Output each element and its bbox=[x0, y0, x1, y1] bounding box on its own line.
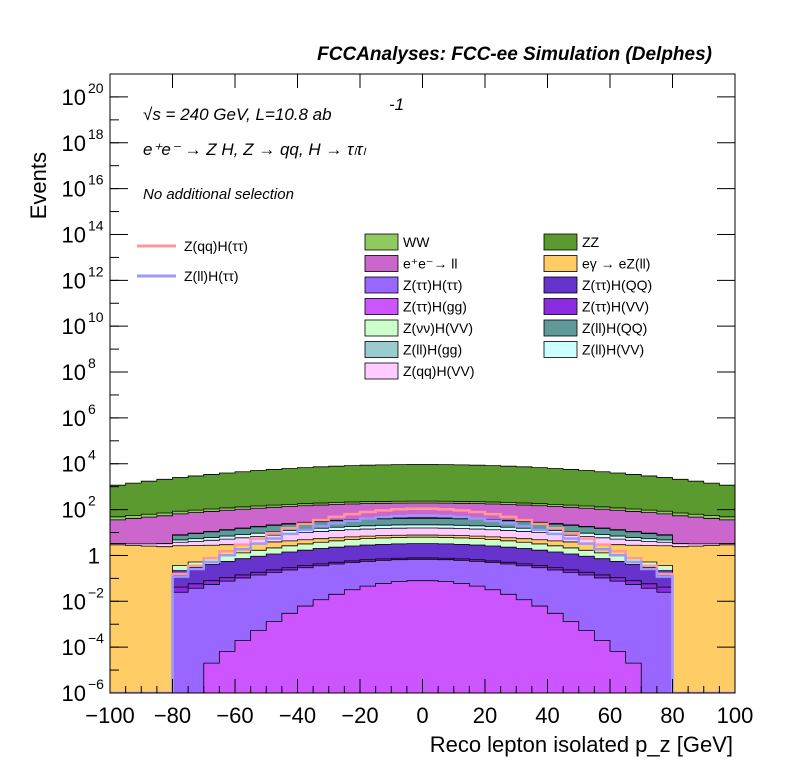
legend-label: Z(νν)H(VV) bbox=[403, 320, 473, 336]
legend-swatch bbox=[364, 319, 399, 337]
legend-swatch bbox=[364, 341, 399, 358]
y-tick-exponent: 20 bbox=[88, 80, 104, 96]
x-tick-label: 0 bbox=[416, 703, 428, 728]
legend-label: Z(ττ)H(gg) bbox=[403, 299, 467, 315]
legend-swatch bbox=[543, 341, 578, 358]
legend-line-label: Z(ll)H(ττ) bbox=[184, 268, 239, 284]
y-tick-exponent: 6 bbox=[88, 401, 96, 417]
legend-label: Z(ττ)H(QQ) bbox=[582, 277, 652, 293]
annotation-process: e⁺e⁻ → Z H, Z → qq, H → τₗτₗ bbox=[143, 140, 367, 159]
y-tick-label: 10 bbox=[62, 681, 86, 706]
x-tick-label: 40 bbox=[535, 703, 559, 728]
legend-label: Z(ll)H(gg) bbox=[403, 342, 462, 358]
legend-swatch bbox=[543, 319, 578, 337]
legend-swatch bbox=[364, 276, 399, 294]
chart-title: FCCAnalyses: FCC-ee Simulation (Delphes) bbox=[317, 44, 712, 65]
y-tick-exponent: −4 bbox=[88, 630, 104, 646]
legend-label: ZZ bbox=[582, 234, 600, 250]
plot-area bbox=[110, 464, 735, 693]
legend-swatch bbox=[364, 362, 399, 380]
annotation-selection: No additional selection bbox=[143, 186, 294, 203]
annotation-energy-text: √s = 240 GeV, L=10.8 ab bbox=[143, 105, 332, 124]
x-axis-label: Reco lepton isolated p_z [GeV] bbox=[430, 732, 733, 757]
y-tick-label: 10 bbox=[62, 360, 86, 385]
x-tick-label: −40 bbox=[279, 703, 316, 728]
y-tick-label: 10 bbox=[62, 452, 86, 477]
y-tick-exponent: 8 bbox=[88, 355, 96, 371]
legend-label: e⁺e⁻→ ll bbox=[403, 256, 457, 272]
legend-label: Z(ττ)H(ττ) bbox=[403, 277, 462, 293]
y-tick-label: 1 bbox=[88, 543, 100, 568]
annotation-energy-exp: -1 bbox=[389, 95, 404, 114]
x-tick-label: 60 bbox=[598, 703, 622, 728]
legend-label: WW bbox=[403, 234, 430, 250]
y-tick-exponent: 10 bbox=[88, 309, 104, 325]
y-tick-label: 10 bbox=[62, 589, 86, 614]
x-tick-label: −20 bbox=[341, 703, 378, 728]
y-tick-exponent: 4 bbox=[88, 447, 96, 463]
legend-swatch bbox=[543, 233, 578, 251]
y-tick-exponent: 2 bbox=[88, 493, 96, 509]
y-tick-label: 10 bbox=[62, 635, 86, 660]
legend-label: Z(ll)H(QQ) bbox=[582, 320, 647, 336]
legend-label: eγ → eZ(ll) bbox=[582, 256, 650, 272]
y-tick-exponent: 14 bbox=[88, 217, 104, 233]
y-tick-label: 10 bbox=[62, 406, 86, 431]
x-tick-label: −100 bbox=[85, 703, 135, 728]
x-tick-label: 100 bbox=[717, 703, 754, 728]
y-tick-exponent: 16 bbox=[88, 172, 104, 188]
y-axis-label: Events bbox=[26, 152, 51, 219]
legend-label: Z(ττ)H(VV) bbox=[582, 299, 649, 315]
y-tick-exponent: −6 bbox=[88, 676, 104, 692]
x-tick-label: −80 bbox=[154, 703, 191, 728]
line-series-1 bbox=[110, 514, 735, 693]
y-tick-exponent: 18 bbox=[88, 126, 104, 142]
y-tick-label: 10 bbox=[62, 222, 86, 247]
legend: Z(qq)H(ττ) Z(ll)H(ττ) WW ZZ e⁺e⁻→ ll eγ → eZ(… bbox=[137, 233, 652, 380]
x-axis: −100 −80 −60 −40 −20 0 20 40 60 80 100 bbox=[85, 74, 753, 728]
legend-label: Z(ll)H(VV) bbox=[582, 342, 644, 358]
annotation-energy: √s = 240 GeV, L=10.8 ab -1 bbox=[143, 95, 404, 124]
stack-12 bbox=[110, 580, 735, 693]
legend-line-label: Z(qq)H(ττ) bbox=[184, 238, 248, 254]
y-tick-exponent: 12 bbox=[88, 263, 104, 279]
y-tick-label: 10 bbox=[62, 268, 86, 293]
y-tick-exponent: −2 bbox=[88, 584, 104, 600]
legend-label: Z(qq)H(VV) bbox=[403, 363, 475, 379]
legend-swatch bbox=[364, 255, 399, 272]
y-tick-label: 10 bbox=[62, 131, 86, 156]
x-tick-label: 80 bbox=[660, 703, 684, 728]
y-tick-label: 10 bbox=[62, 314, 86, 339]
x-tick-label: 20 bbox=[473, 703, 497, 728]
y-tick-label: 10 bbox=[62, 177, 86, 202]
x-tick-label: −60 bbox=[216, 703, 253, 728]
legend-swatch bbox=[543, 298, 578, 315]
legend-swatch bbox=[543, 276, 578, 294]
y-tick-label: 10 bbox=[62, 498, 86, 523]
legend-swatch bbox=[543, 255, 578, 272]
legend-swatch bbox=[364, 233, 399, 251]
stacked-histograms bbox=[110, 464, 735, 693]
legend-swatch bbox=[364, 298, 399, 315]
y-tick-label: 10 bbox=[62, 85, 86, 110]
